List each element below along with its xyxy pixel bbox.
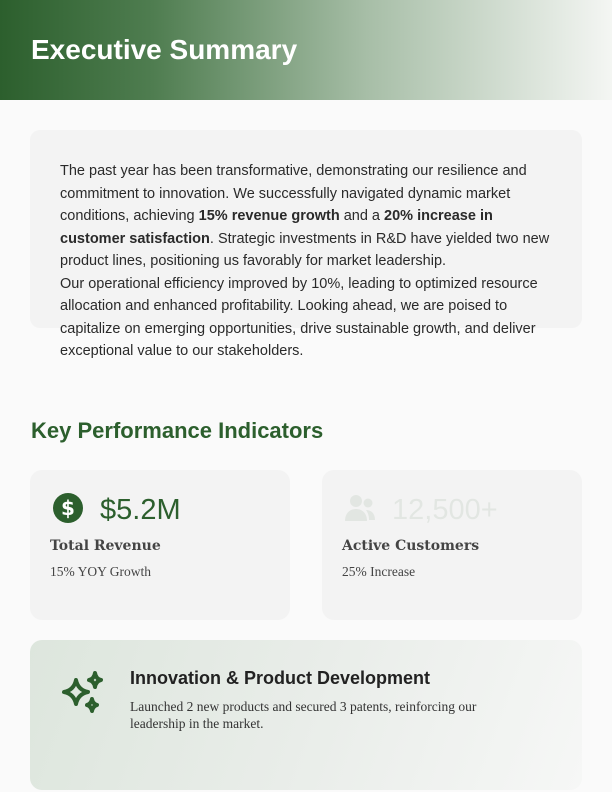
dollar-circle-icon: $ [53,493,83,523]
summary-highlight: 15% revenue growth [198,208,340,224]
summary-text: The past year has been transformative, d… [60,160,550,363]
summary-box [30,130,582,328]
kpi-label: Active Customers [342,538,480,554]
header-banner: Executive Summary [0,0,612,100]
summary-paragraph-2: Our operational efficiency improved by 1… [60,275,538,360]
innovation-text: Launched 2 new products and secured 3 pa… [130,699,477,731]
sparkles-icon [62,671,103,713]
kpi-section-title: Key Performance Indicators [31,418,324,443]
innovation-title: Innovation & Product Development [130,668,431,688]
summary-text-part: and a [339,208,385,224]
kpi-sub: 15% YOY Growth [50,564,151,579]
summary-highlight: 20% increase in customer satisfaction [60,208,493,247]
kpi-card-revenue: $ $5.2M Total Revenue 15% YOY Growth [30,470,290,620]
kpi-value: $5.2M [100,494,181,526]
kpi-sub: 25% Increase [342,564,416,579]
svg-text:$: $ [61,496,75,520]
summary-text-part: . Strategic investments in R&D have yiel… [60,230,550,270]
innovation-card: Innovation & Product Development Launche… [30,640,582,790]
kpi-value: 12,500+ [392,494,498,526]
kpi-card-customers: 12,500+ Active Customers 25% Increase [322,470,582,620]
users-icon [345,495,375,521]
kpi-label: Total Revenue [50,538,161,554]
page-title: Executive Summary [31,34,298,65]
summary-text-part: The past year has been transformative, d… [60,163,527,224]
